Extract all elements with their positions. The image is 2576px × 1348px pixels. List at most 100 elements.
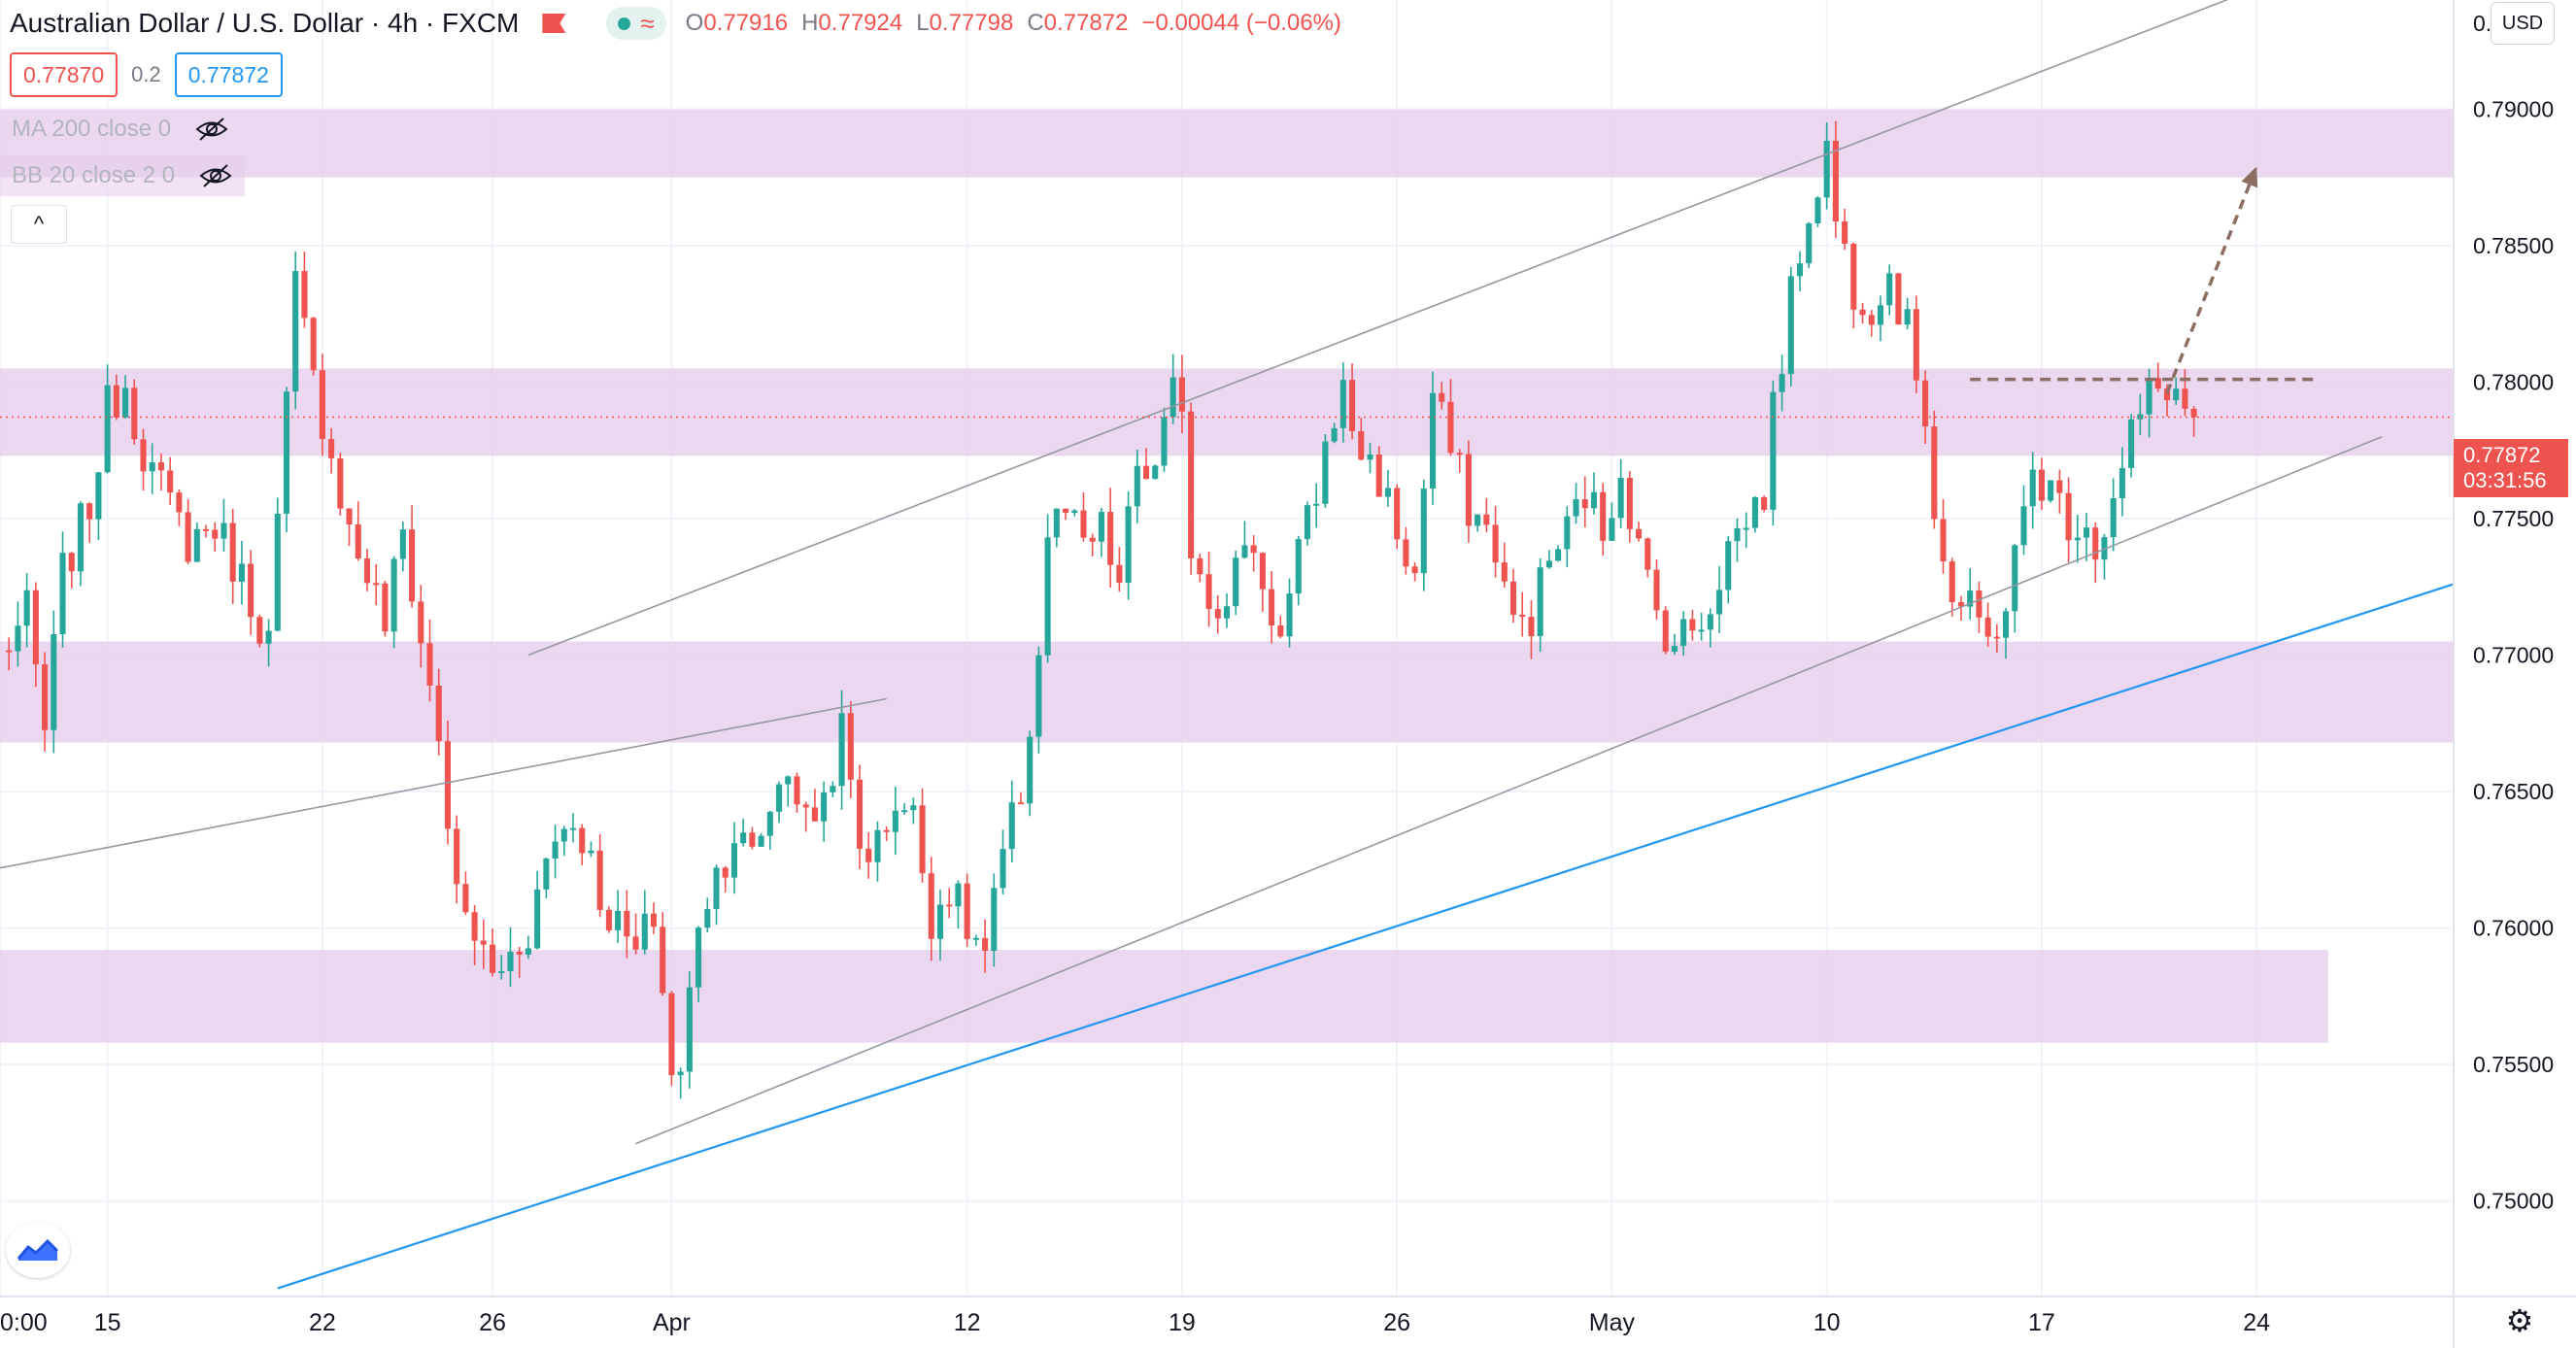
- indicator-ma[interactable]: MA 200 close 0: [0, 109, 241, 150]
- flag-icon[interactable]: [542, 14, 566, 33]
- candle: [534, 870, 541, 950]
- candle: [2154, 362, 2161, 392]
- market-status-pill[interactable]: ≈: [606, 7, 666, 40]
- change-value: −0.00044 (−0.06%): [1141, 10, 1341, 36]
- candle: [1295, 535, 1302, 606]
- candle: [1931, 410, 1938, 529]
- candle: [632, 913, 639, 955]
- candle: [1125, 490, 1132, 600]
- currency-button[interactable]: USD: [2491, 2, 2555, 45]
- candle: [1063, 508, 1069, 521]
- collapse-legend-button[interactable]: ^: [11, 205, 67, 244]
- price-tick-label: 0.77000: [2473, 643, 2554, 668]
- candle-body: [256, 617, 263, 644]
- candle-body: [749, 832, 756, 847]
- tradingview-logo-icon[interactable]: [6, 1222, 70, 1278]
- candle: [1519, 591, 1526, 637]
- candle: [1993, 623, 2000, 654]
- candle: [1322, 434, 1329, 508]
- candle: [713, 864, 720, 926]
- candle-body: [1590, 491, 1598, 509]
- candle: [68, 552, 75, 590]
- gray-trendline: [527, 0, 2229, 657]
- candle: [1439, 382, 1445, 410]
- gear-icon[interactable]: ⚙: [2505, 1303, 2534, 1338]
- candle: [480, 919, 487, 969]
- candle-body: [991, 888, 998, 951]
- candle: [1358, 418, 1365, 461]
- candle: [1832, 120, 1839, 239]
- candle-body: [1555, 549, 1562, 561]
- candle: [1653, 558, 1660, 621]
- candle: [1339, 362, 1346, 443]
- candle: [1053, 508, 1060, 548]
- candle: [292, 252, 299, 410]
- candle-body: [86, 503, 93, 520]
- candle-body: [936, 904, 944, 939]
- buy-button[interactable]: 0.77872: [174, 52, 283, 97]
- candle-body: [1779, 374, 1785, 392]
- candle: [838, 690, 845, 810]
- candle: [1089, 533, 1096, 556]
- candle-body: [1537, 567, 1543, 637]
- candle: [1796, 251, 1804, 291]
- candle: [830, 781, 836, 797]
- candle-body: [901, 810, 908, 813]
- candle: [220, 498, 227, 553]
- candle: [2101, 533, 2108, 580]
- candle: [972, 934, 979, 946]
- candle-body: [821, 792, 828, 822]
- candle-body: [534, 889, 541, 949]
- candle-body: [1339, 380, 1346, 428]
- sell-button[interactable]: 0.77870: [10, 52, 119, 97]
- eye-off-icon[interactable]: [194, 117, 229, 142]
- candle-body: [1904, 309, 1911, 325]
- price-tick-label: 0.78500: [2473, 233, 2554, 258]
- candle: [1367, 442, 1373, 474]
- eye-off-icon[interactable]: [198, 163, 233, 188]
- candle: [1375, 446, 1382, 497]
- time-tick-label: Apr: [653, 1309, 691, 1336]
- candle-body: [1044, 537, 1051, 656]
- candle-body: [972, 937, 979, 940]
- candle: [1313, 483, 1320, 528]
- candle: [955, 880, 962, 929]
- candle: [1269, 571, 1275, 644]
- symbol-title[interactable]: Australian Dollar / U.S. Dollar · 4h · F…: [10, 8, 520, 38]
- candle: [2083, 513, 2090, 561]
- candle: [677, 1067, 684, 1099]
- candle-body: [1689, 619, 1696, 631]
- price-tick-label: 0.: [2473, 11, 2491, 36]
- candle: [1286, 578, 1293, 648]
- candle-body: [560, 828, 567, 842]
- candle: [212, 522, 219, 553]
- candle-body: [1429, 392, 1437, 489]
- candle-body: [516, 951, 523, 955]
- candle-body: [2163, 388, 2171, 401]
- candle-body: [23, 590, 30, 626]
- candle: [1850, 242, 1857, 329]
- candle-body: [2173, 388, 2180, 401]
- candle-body: [615, 910, 622, 930]
- candle-body: [730, 843, 737, 878]
- candle: [2065, 477, 2072, 563]
- candle-body: [1277, 625, 1284, 637]
- candle-body: [229, 522, 236, 582]
- candle: [2003, 607, 2010, 659]
- indicator-bb[interactable]: BB 20 close 2 0: [0, 155, 246, 196]
- candle-body: [1214, 609, 1221, 619]
- candle-body: [1984, 617, 1991, 637]
- candle: [498, 955, 505, 980]
- candle-body: [964, 883, 970, 939]
- candle: [238, 540, 245, 605]
- candle-body: [1322, 441, 1329, 504]
- candle-body: [382, 583, 389, 632]
- candle: [802, 801, 809, 832]
- candle: [1680, 611, 1687, 657]
- candle: [2182, 369, 2188, 417]
- candle: [1331, 422, 1338, 444]
- candle-body: [1000, 849, 1006, 889]
- candle-body: [865, 848, 872, 862]
